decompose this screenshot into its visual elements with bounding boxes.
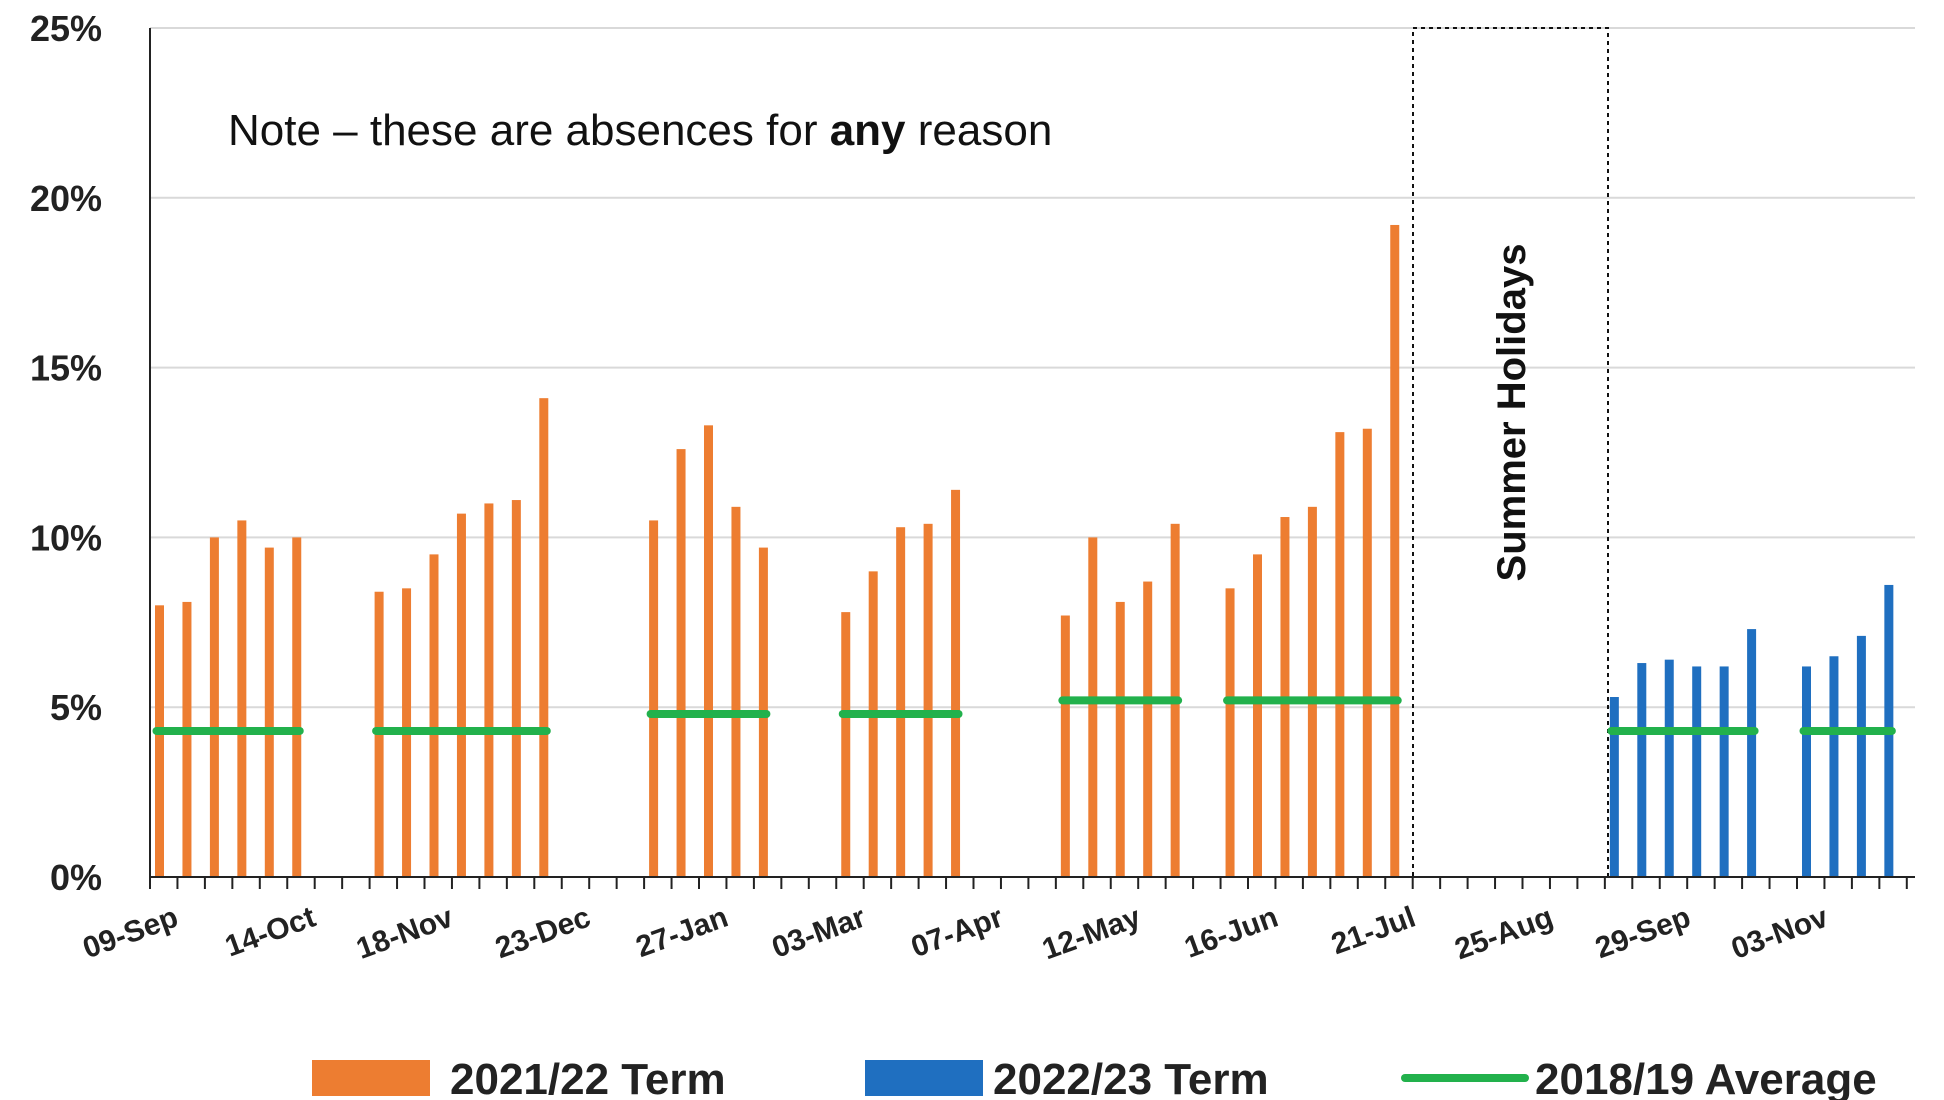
- y-tick-label: 0%: [50, 857, 102, 898]
- bar: [1664, 659, 1674, 877]
- summer-holidays-box: [1412, 27, 1609, 878]
- bar: [1802, 666, 1811, 877]
- bar: [155, 605, 164, 877]
- bar: [704, 425, 713, 877]
- x-tick-labels: 09-Sep 14-Oct 18-Nov 23-Dec 27-Jan 03-Mar 07-A…: [79, 900, 1833, 966]
- x-tick-label: 07-Apr: [907, 900, 1008, 964]
- bar: [951, 489, 961, 877]
- x-tick-label: 21-Jul: [1327, 901, 1420, 962]
- x-tick-label: 09-Sep: [79, 901, 183, 966]
- bar: [1609, 697, 1619, 877]
- bar: [1390, 224, 1400, 877]
- bar: [1829, 656, 1839, 877]
- bar: [1088, 537, 1098, 877]
- bar: [511, 500, 521, 877]
- legend: 2021/22 Term 2022/23 Term 2018/19 Average: [312, 1055, 1877, 1100]
- bar: [1253, 554, 1262, 877]
- legend-swatch: [312, 1060, 430, 1096]
- bar: [1060, 615, 1070, 877]
- bar: [1856, 635, 1866, 877]
- x-tick-label: 12-May: [1038, 900, 1145, 966]
- x-tick-label: 03-Mar: [768, 900, 870, 964]
- x-tick-label: 03-Nov: [1727, 900, 1833, 965]
- y-tick-label: 15%: [30, 348, 102, 389]
- x-tick-label: 14-Oct: [221, 901, 320, 964]
- bar: [1637, 663, 1647, 877]
- bar: [1719, 666, 1729, 877]
- axes: [149, 28, 1915, 889]
- bar: [182, 601, 192, 877]
- x-tick-label: 18-Nov: [352, 900, 458, 965]
- chart-note: Note – these are absences for any reason: [228, 106, 1052, 155]
- bar: [292, 537, 302, 877]
- bar: [209, 537, 219, 877]
- bar: [484, 503, 494, 877]
- bar: [841, 612, 851, 877]
- y-tick-label: 20%: [30, 178, 102, 219]
- note-emphasis: any: [830, 106, 906, 155]
- y-tick-label: 5%: [50, 687, 102, 728]
- bar: [1747, 629, 1757, 877]
- bar: [896, 527, 906, 877]
- bar: [456, 513, 466, 877]
- x-tick-label: 16-Jun: [1180, 901, 1282, 965]
- bar: [429, 554, 439, 877]
- bar: [1335, 432, 1345, 877]
- legend-label: 2021/22 Term: [450, 1055, 726, 1100]
- x-tick-label: 29-Sep: [1591, 901, 1695, 966]
- x-tick-label: 23-Dec: [491, 901, 595, 966]
- bar: [1225, 588, 1235, 877]
- legend-swatch: [865, 1060, 983, 1096]
- bar: [731, 506, 741, 877]
- bar: [1307, 506, 1317, 877]
- average-lines: [152, 696, 1896, 735]
- bar: [1143, 581, 1153, 877]
- bar: [923, 523, 933, 877]
- legend-label: 2018/19 Average: [1535, 1055, 1877, 1100]
- bar: [868, 571, 878, 877]
- y-tick-label: 25%: [30, 8, 102, 49]
- legend-label: 2022/23 Term: [993, 1055, 1269, 1100]
- bar: [676, 449, 686, 877]
- bar: [539, 398, 549, 877]
- bar: [649, 520, 659, 877]
- y-tick-labels: 0% 5% 10% 15% 20% 25%: [30, 8, 102, 898]
- y-tick-label: 10%: [30, 517, 102, 558]
- summer-holidays-label: Summer Holidays: [1490, 244, 1534, 582]
- bar: [237, 520, 247, 877]
- bar: [1115, 601, 1125, 877]
- bars: [155, 224, 1894, 877]
- bar: [1362, 428, 1372, 877]
- note-prefix: Note – these are absences for: [228, 106, 830, 155]
- bar: [1692, 666, 1702, 877]
- note-suffix: reason: [906, 106, 1053, 155]
- gridlines: [150, 27, 1915, 709]
- bar: [264, 547, 274, 877]
- summer-holidays-region: Summer Holidays: [1412, 27, 1609, 878]
- x-tick-label: 27-Jan: [632, 901, 733, 965]
- x-tick-label: 25-Aug: [1451, 901, 1558, 967]
